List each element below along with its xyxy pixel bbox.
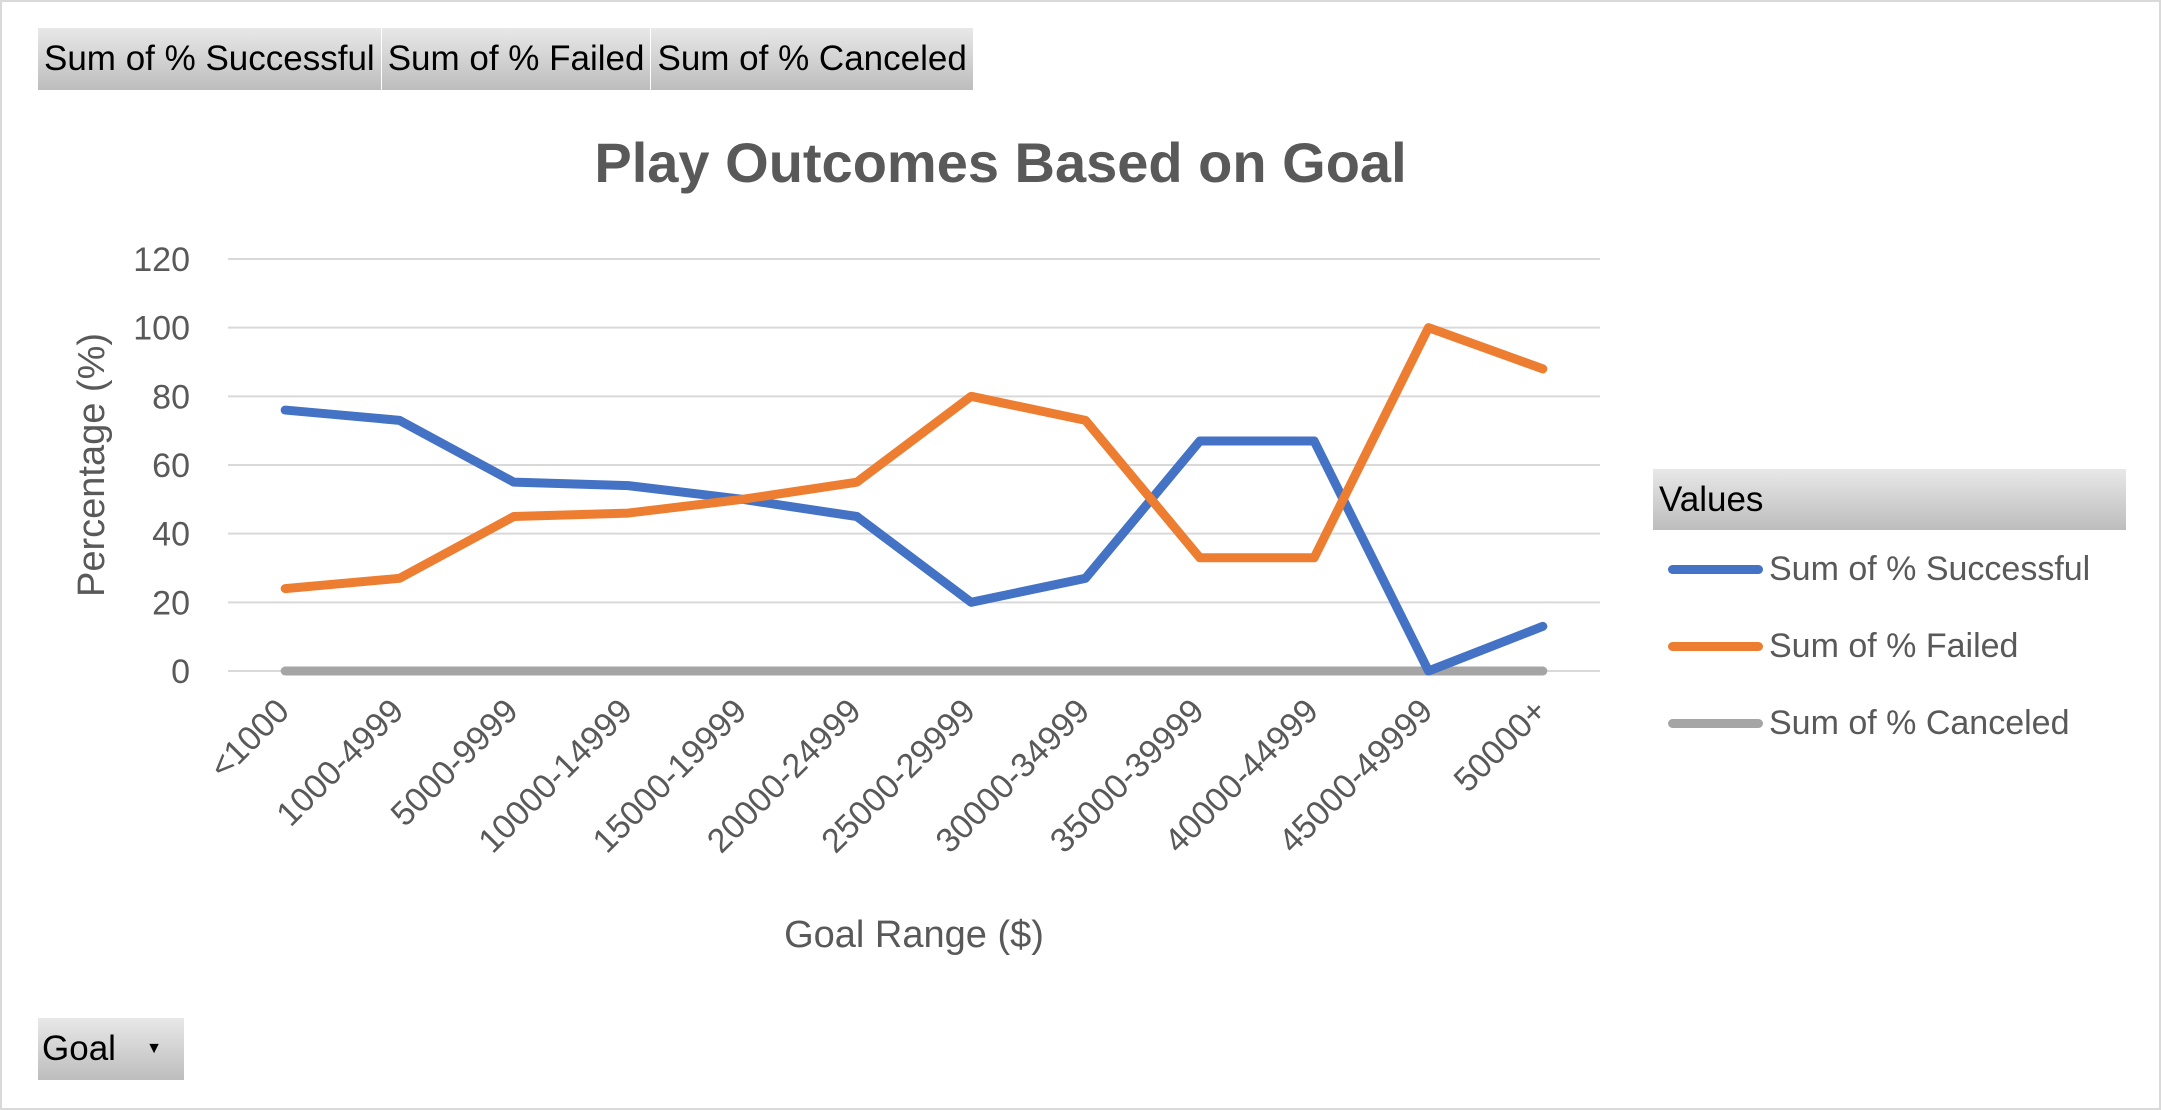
y-tick-label: 0 [171,653,190,691]
field-button-failed[interactable]: Sum of % Failed [381,28,652,90]
dropdown-arrow-icon: ▼ [146,1040,162,1057]
chart-title: Play Outcomes Based on Goal [594,131,1407,194]
x-axis-title: Goal Range ($) [784,914,1044,956]
legend-swatch-canceled [1668,718,1763,728]
series-line-sum-of-successful [280,405,1548,676]
legend-item-successful[interactable]: Sum of % Successful [1668,547,2090,591]
x-tick-label: 50000+ [1447,692,1555,800]
legend-label-canceled: Sum of % Canceled [1769,703,2070,742]
legend-header: Values [1653,469,2126,530]
legend-label-failed: Sum of % Failed [1769,626,2019,665]
y-tick-label: 100 [133,310,190,348]
y-tick-label: 60 [152,447,190,485]
legend-label-successful: Sum of % Successful [1769,549,2091,588]
field-button-successful[interactable]: Sum of % Successful [38,28,382,90]
goal-filter-label: Goal [42,1029,116,1068]
chart-title-wrap: Play Outcomes Based on Goal [0,130,2161,195]
legend-item-canceled[interactable]: Sum of % Canceled [1668,701,2070,745]
series-line-sum-of-failed [280,323,1548,594]
y-tick-label: 20 [152,584,190,622]
y-tick-label: 80 [152,378,190,416]
x-tick-label: <1000 [202,692,296,786]
legend-swatch-failed [1668,641,1763,651]
goal-axis-filter-button[interactable]: Goal ▼ [38,1018,184,1080]
legend-swatch-successful [1668,564,1763,574]
y-tick-label: 40 [152,516,190,554]
y-axis-title: Percentage (%) [71,333,113,597]
value-field-buttons: Sum of % Successful Sum of % Failed Sum … [38,28,974,90]
y-tick-label: 120 [133,241,190,279]
field-button-canceled[interactable]: Sum of % Canceled [651,28,974,90]
legend-item-failed[interactable]: Sum of % Failed [1668,624,2018,668]
